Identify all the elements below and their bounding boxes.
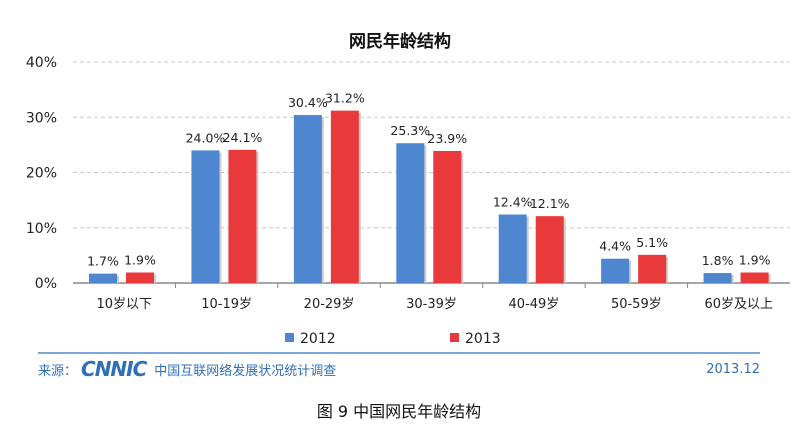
source-label: 来源： xyxy=(38,363,78,379)
data-label: 12.4% xyxy=(493,194,533,209)
data-label: 30.4% xyxy=(288,95,328,110)
y-tick-label: 40% xyxy=(26,55,57,71)
data-label: 24.1% xyxy=(223,130,263,145)
legend-swatch-2012 xyxy=(285,333,294,342)
x-tick-label: 10-19岁 xyxy=(201,297,252,312)
data-label: 24.0% xyxy=(186,130,226,145)
legend-label: 2012 xyxy=(300,331,336,347)
footer: 来源： CNNIC 中国互联网络发展状况统计调查 2013.12 xyxy=(38,357,760,381)
data-label: 1.9% xyxy=(739,253,771,268)
bar-2012 xyxy=(191,150,220,283)
data-label: 25.3% xyxy=(390,123,430,138)
source-name: 中国互联网络发展状况统计调查 xyxy=(154,363,337,379)
data-label: 4.4% xyxy=(599,239,631,254)
data-label: 12.1% xyxy=(530,196,570,211)
data-label: 23.9% xyxy=(427,131,467,146)
legend-label: 2013 xyxy=(465,331,501,347)
bar-2013 xyxy=(126,272,154,283)
bar-2012 xyxy=(293,115,322,283)
y-tick-label: 30% xyxy=(26,110,57,126)
chart-title: 网民年龄结构 xyxy=(349,31,451,52)
bar-2013 xyxy=(228,149,257,283)
bar-2012 xyxy=(89,273,117,283)
y-tick-label: 0% xyxy=(35,276,57,292)
bar-2013 xyxy=(433,150,462,283)
data-label: 31.2% xyxy=(325,91,365,106)
bar-2013 xyxy=(638,254,667,283)
bar-2012 xyxy=(601,258,630,283)
bar-2012 xyxy=(498,214,527,283)
figure-caption: 图 9 中国网民年龄结构 xyxy=(316,402,482,421)
bar-2013 xyxy=(740,272,769,283)
data-label: 1.8% xyxy=(702,253,734,268)
bar-chart: 0% 10% 20% 30% 40% 10岁以下 10-19岁 20-29岁 30-39岁 40-… xyxy=(26,31,790,354)
bar-2012 xyxy=(703,273,732,283)
x-tick-label: 20-29岁 xyxy=(304,297,355,312)
bar-2013 xyxy=(330,110,359,284)
footer-date: 2013.12 xyxy=(706,361,760,377)
data-label: 1.7% xyxy=(87,254,119,269)
bar-2012 xyxy=(396,143,425,283)
data-label: 5.1% xyxy=(636,235,668,250)
x-tick-label: 60岁及以上 xyxy=(705,297,774,312)
legend-swatch-2013 xyxy=(450,333,459,342)
x-tick-label: 40-49岁 xyxy=(509,297,560,312)
cnnic-logo: CNNIC xyxy=(81,357,147,381)
x-tick-label: 30-39岁 xyxy=(406,297,457,312)
bar-2013 xyxy=(535,216,564,283)
x-tick-label: 50-59岁 xyxy=(611,297,662,312)
x-tick-label: 10岁以下 xyxy=(96,297,152,312)
y-tick-label: 10% xyxy=(26,221,57,237)
y-tick-label: 20% xyxy=(26,166,57,182)
data-label: 1.9% xyxy=(124,253,156,268)
